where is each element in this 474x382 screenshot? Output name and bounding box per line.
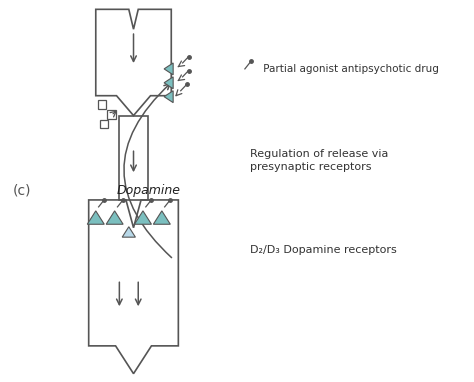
Bar (119, 115, 148, 200)
Text: Dopamine: Dopamine (117, 183, 181, 196)
Polygon shape (135, 211, 152, 224)
Polygon shape (164, 91, 173, 103)
Polygon shape (106, 211, 123, 224)
Polygon shape (87, 211, 104, 224)
Text: Regulation of release via
presynaptic receptors: Regulation of release via presynaptic re… (250, 149, 388, 172)
Polygon shape (122, 227, 136, 237)
Polygon shape (153, 211, 170, 224)
Polygon shape (164, 63, 173, 75)
Text: D₂/D₃ Dopamine receptors: D₂/D₃ Dopamine receptors (250, 244, 396, 254)
Text: Partial agonist antipsychotic drug: Partial agonist antipsychotic drug (260, 64, 439, 74)
Polygon shape (164, 77, 173, 89)
Text: (c): (c) (13, 183, 31, 197)
